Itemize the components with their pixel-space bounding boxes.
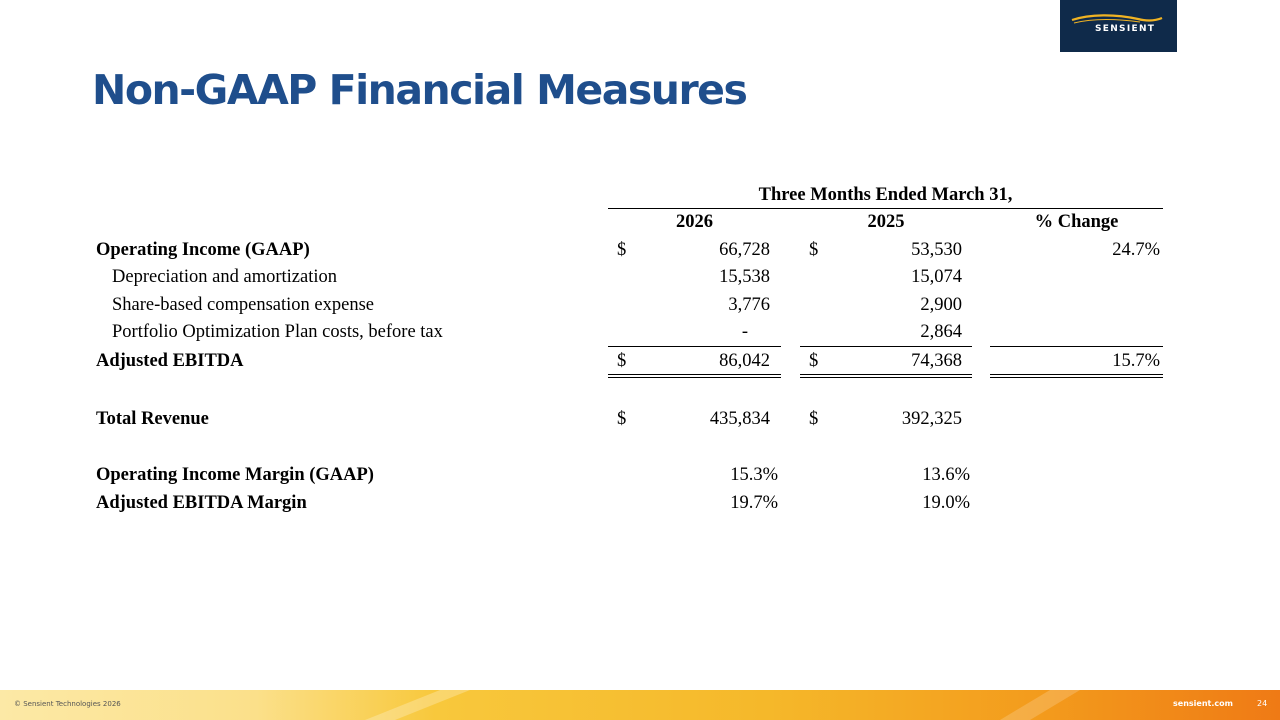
total-double-rule (800, 374, 972, 378)
currency-symbol: $ (809, 240, 819, 260)
footer-website[interactable]: sensient.com (1173, 699, 1233, 708)
footer-stripes (365, 690, 1080, 720)
currency-symbol: $ (617, 351, 627, 371)
total-double-rule (608, 374, 781, 378)
financial-table: Three Months Ended March 31, 2026 2025 %… (96, 185, 1163, 513)
row-label: Portfolio Optimization Plan costs, befor… (112, 322, 443, 342)
column-header-2026: 2026 (676, 212, 713, 232)
logo-wordmark: SENSIENT (1095, 24, 1156, 34)
value-2025: 2,864 (920, 322, 962, 342)
row-label: Operating Income (GAAP) (96, 240, 310, 260)
currency-symbol: $ (617, 240, 627, 260)
page-number: 24 (1257, 699, 1268, 708)
value-change: 15.7% (1112, 351, 1160, 371)
value-2025: 13.6% (922, 465, 970, 485)
subtotal-rule (990, 346, 1163, 347)
row-label: Adjusted EBITDA (96, 351, 244, 371)
value-2026: 19.7% (730, 493, 778, 513)
row-label: Total Revenue (96, 409, 209, 429)
currency-symbol: $ (809, 409, 819, 429)
value-2026: 3,776 (728, 295, 770, 315)
value-2026: 15.3% (730, 465, 778, 485)
header-rule (608, 208, 1163, 209)
value-2025: 19.0% (922, 493, 970, 513)
column-header-2025: 2025 (867, 212, 905, 232)
slide-title: Non-GAAP Financial Measures (92, 66, 748, 114)
footer-copyright: © Sensient Technologies 2026 (14, 700, 121, 708)
footer-bar: © Sensient Technologies 2026 sensient.co… (0, 690, 1280, 720)
row-label: Operating Income Margin (GAAP) (96, 465, 374, 485)
row-label: Adjusted EBITDA Margin (96, 493, 307, 513)
row-label: Depreciation and amortization (112, 267, 337, 287)
value-2025: 2,900 (920, 295, 962, 315)
value-2025: 53,530 (911, 240, 962, 260)
column-header-change: % Change (1034, 212, 1119, 232)
logo-swoosh-icon (1071, 14, 1163, 24)
value-change: 24.7% (1112, 240, 1160, 260)
value-2025: 15,074 (911, 267, 962, 287)
value-2025: 74,368 (911, 351, 962, 371)
period-header: Three Months Ended March 31, (758, 185, 1013, 205)
value-2026: 66,728 (719, 240, 770, 260)
currency-symbol: $ (617, 409, 627, 429)
subtotal-rule (608, 346, 781, 347)
value-2026: 435,834 (709, 409, 770, 429)
value-2026: - (741, 322, 748, 342)
value-2025: 392,325 (901, 409, 962, 429)
subtotal-rule (800, 346, 972, 347)
row-label: Share-based compensation expense (112, 295, 374, 315)
sensient-logo: SENSIENT (1060, 0, 1177, 52)
currency-symbol: $ (809, 351, 819, 371)
total-double-rule (990, 374, 1163, 378)
value-2026: 15,538 (719, 267, 770, 287)
value-2026: 86,042 (719, 351, 770, 371)
